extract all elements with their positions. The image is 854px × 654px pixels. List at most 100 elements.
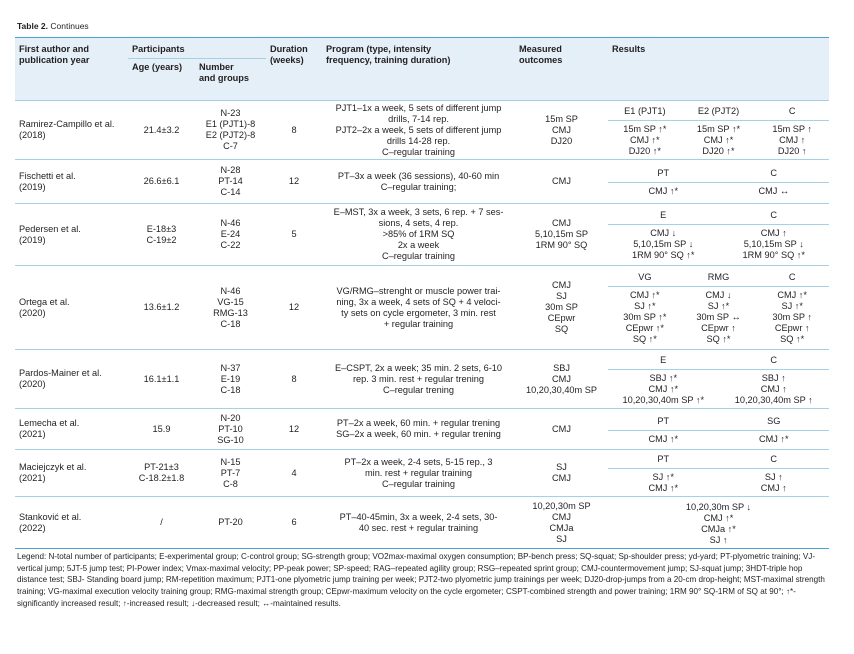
age-cell: 21.4±3.2 (143, 124, 180, 135)
duration-cell: 8 (291, 373, 297, 384)
age-cell: C-19±2 (146, 234, 177, 245)
measured-cell: CMJ (552, 423, 571, 434)
age-cell: C-18.2±1.8 (138, 473, 185, 483)
groups-cell: E-19 (220, 373, 241, 384)
result-cell: CMJ ↑* (758, 433, 789, 444)
result-cell: CMJ ↑* (630, 134, 660, 145)
table-row: Ortega et al. (2020) 13.6±1.2 N-46 VG-15 RMG-… (15, 265, 829, 350)
result-cell: CMJ ↑ (779, 134, 806, 145)
program-cell: SG–2x a week, 60 min. + regular trening (336, 429, 501, 439)
result-cell: CMJ ↑* (703, 134, 734, 145)
author-cell: (2020) (19, 307, 46, 318)
result-group-label: E2 (PJT2) (697, 105, 740, 116)
result-cell: DJ20 ↑* (702, 145, 735, 156)
result-group-label: C (770, 168, 778, 178)
header-duration: Duration (weeks) (270, 44, 308, 65)
header-program: Program (type, intensity frequency, trai… (326, 44, 451, 65)
result-cell: SQ ↑* (780, 334, 805, 344)
groups-cell: VG-15 (217, 296, 244, 307)
table-legend: Legend: N-total number of participants; … (17, 552, 825, 608)
groups-cell: PT-7 (220, 467, 241, 478)
groups-cell: N-23 (220, 108, 241, 118)
measured-cell: 30m SP (545, 302, 578, 312)
program-cell: C–regular training (381, 251, 456, 261)
author-cell: (2019) (19, 181, 46, 192)
result-cell: 10,20,30m SP ↓ (685, 502, 752, 512)
age-cell: PT-21±3 (144, 462, 179, 472)
program-cell: ty sets on cycle ergometer, 3 min. rest (341, 307, 496, 318)
result-cell: 15m SP ↑* (696, 123, 741, 134)
result-cell: CEpwr ↑* (625, 323, 664, 333)
result-cell: 1RM 90° SQ ↑* (632, 250, 695, 260)
result-cell: SJ ↑* (707, 301, 730, 311)
age-cell: 15.9 (152, 423, 171, 434)
program-cell: PT–2x a week, 60 min. + regular trening (336, 418, 501, 428)
duration-cell: 4 (291, 467, 297, 478)
measured-cell: SJ (556, 291, 567, 301)
program-cell: E–CSPT, 2x a week; 35 min. 2 sets, 6-10 (335, 362, 502, 373)
measured-cell: CMJ (552, 218, 571, 228)
author-cell: Lemecha et al. (19, 418, 80, 428)
result-group-label: VG (638, 272, 652, 282)
result-cell: 5,10,15m SP ↓ (743, 239, 804, 249)
author-cell: (2021) (19, 473, 46, 483)
groups-cell: PT-20 (218, 517, 243, 527)
result-cell: CMJ ↑* (648, 383, 679, 394)
duration-cell: 8 (291, 124, 297, 135)
age-cell: 13.6±1.2 (143, 302, 180, 312)
result-cell: CMJ ↑ (760, 228, 787, 238)
groups-cell: N-15 (220, 456, 241, 467)
author-cell: (2018) (19, 130, 46, 140)
result-cell: SJ ↑* (634, 301, 656, 311)
program-cell: C–regular training; (380, 181, 457, 192)
result-group-label: E (660, 210, 667, 220)
groups-cell: C-14 (220, 187, 241, 197)
result-group-label: SG (767, 415, 781, 426)
program-cell: 40 sec. rest + regular training (358, 522, 479, 533)
result-cell: CMJ ↑* (777, 290, 807, 300)
program-cell: ning, 3x a week, 4 sets of SQ + 4 veloci… (336, 296, 501, 307)
result-group-label: PT (657, 168, 670, 178)
measured-cell: 15m SP (545, 113, 578, 124)
duration-cell: 12 (288, 302, 300, 312)
result-cell: CEpwr ↑ (701, 323, 736, 333)
result-group-label: C (770, 454, 778, 464)
result-cell: 5,10,15m SP ↓ (633, 239, 694, 249)
measured-cell: SJ (556, 533, 567, 544)
table-row: Fischetti et al. (2019) 26.6±6.1 N-28 PT-14 C… (15, 159, 829, 204)
measured-cell: SJ (556, 462, 567, 472)
groups-cell: E-24 (220, 229, 241, 239)
program-cell: E–MST, 3x a week, 3 sets, 6 rep. + 7 ses… (333, 207, 504, 217)
author-cell: Ortega et al. (19, 296, 70, 307)
groups-cell: N-28 (220, 165, 241, 175)
groups-cell: C-18 (220, 318, 241, 329)
result-cell: CMJ ↑ (760, 383, 787, 394)
duration-cell: 12 (288, 176, 300, 186)
program-cell: PT–40-45min, 3x a week, 2-4 sets, 30- (339, 511, 498, 522)
measured-cell: 10,20,30m SP (532, 500, 591, 511)
age-cell: 26.6±6.1 (143, 176, 180, 186)
result-cell: 30m SP ↔ (696, 312, 741, 322)
result-group-label: RMG (707, 272, 730, 282)
groups-cell: C-7 (223, 141, 238, 151)
result-cell: CMJ ↑ (760, 483, 787, 493)
author-cell: Pardos-Mainer et al. (19, 368, 102, 378)
age-cell: / (160, 517, 163, 527)
measured-cell: CMJ (552, 280, 571, 290)
program-cell: VG/RMG–strenght or muscle power trai- (336, 285, 501, 296)
measured-cell: CEpwr (547, 313, 576, 323)
result-cell: CMJ ↑* (630, 290, 660, 300)
measured-cell: CMJ (552, 373, 571, 384)
program-cell: min. rest + regular training (365, 467, 472, 478)
result-cell: CMJ ↑* (648, 433, 679, 444)
author-cell: Ramirez-Campillo et al. (19, 119, 115, 129)
measured-cell: CMJ (552, 176, 571, 186)
result-cell: 30m SP ↑ (772, 312, 813, 322)
measured-cell: DJ20 (550, 135, 573, 146)
caption-label: Table 2. (17, 21, 49, 31)
header-number: Number and groups (199, 62, 250, 83)
table-row: Pardos-Mainer et al. (2020) 16.1±1.1 N-37 E-… (15, 349, 829, 409)
program-cell: 2x a week (397, 240, 440, 250)
program-cell: PT–2x a week, 2-4 sets, 5-15 rep., 3 (344, 456, 493, 467)
table-row: Maciejczyk et al. (2021) PT-21±3 C-18.2±1.8… (15, 449, 829, 497)
